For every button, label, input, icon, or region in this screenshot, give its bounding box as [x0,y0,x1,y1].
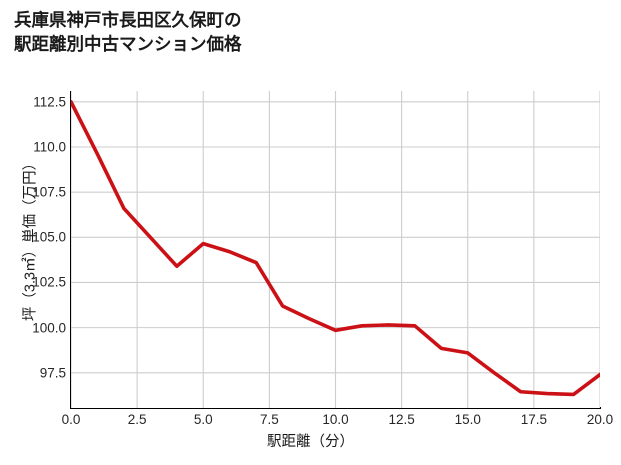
chart-canvas [71,91,600,408]
data-line [71,100,600,397]
x-axis-tick-label: 15.0 [454,412,481,427]
page-title: 兵庫県神戸市長田区久保町の 駅距離別中古マンション価格 [14,10,242,55]
gridlines [71,91,600,408]
x-axis-tick-label: 7.5 [259,412,279,427]
data-series-line [71,100,600,397]
y-axis-title: 坪（3.3㎡）単価（万円） [22,155,39,322]
x-axis-tick-label: 20.0 [586,412,614,427]
y-axis-tick-labels: 112.5 110.0 107.5 105.0 102.5 100.0 97.5 [0,0,66,465]
x-axis-tick-label: 2.5 [127,412,147,427]
x-axis-tick-label: 0.0 [61,412,81,427]
y-axis-tick-label: 100.0 [32,320,66,336]
y-axis-tick-label: 112.5 [33,94,66,110]
y-axis-tick-label: 105.0 [32,229,66,245]
y-axis-tick-label: 102.5 [32,274,66,290]
x-axis-tick-label: 5.0 [193,412,213,427]
y-axis-tick-label: 107.5 [32,184,66,200]
x-axis-tick-label: 12.5 [388,412,415,427]
y-axis-tick-label: 110.0 [33,139,66,155]
x-axis-tick-label: 10.0 [322,412,349,427]
x-axis-tick-label: 17.5 [520,412,548,427]
plot-area [71,91,600,408]
x-axis-title: 駅距離（分） [267,434,354,450]
y-axis-tick-label: 97.5 [39,365,66,381]
